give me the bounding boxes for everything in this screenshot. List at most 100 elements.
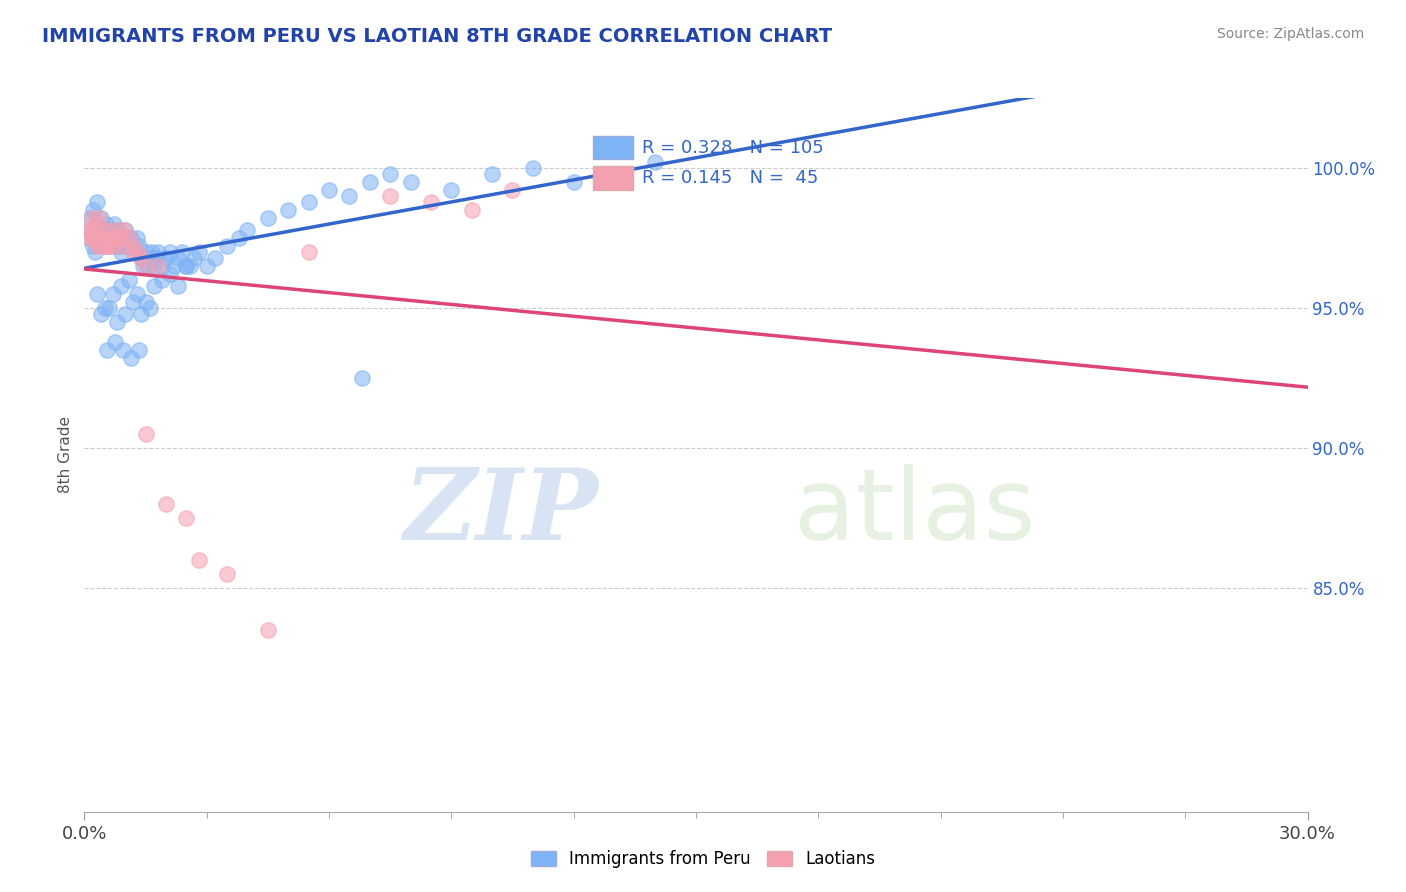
Point (86, 194, 108, 209)
Point (141, 245, 163, 260)
Point (380, 167, 402, 181)
Point (82, 231, 104, 245)
Point (174, 511, 197, 525)
Point (79, 211, 101, 226)
Point (110, 245, 132, 260)
Point (80, 222, 103, 236)
Point (84, 217, 107, 231)
Point (118, 239, 141, 253)
Point (110, 278, 132, 293)
Point (298, 245, 321, 260)
Point (110, 231, 132, 245)
Point (174, 259, 197, 273)
Point (167, 278, 190, 293)
Point (155, 497, 177, 511)
Point (90, 307, 112, 321)
Point (118, 273, 141, 287)
Point (101, 231, 124, 245)
Point (90, 222, 112, 236)
Point (77, 231, 100, 245)
Point (120, 351, 142, 366)
Point (136, 259, 159, 273)
Point (127, 231, 149, 245)
Point (122, 295, 145, 310)
Point (135, 295, 157, 310)
Point (80, 211, 103, 226)
Point (522, 161, 544, 175)
Point (228, 231, 250, 245)
Point (155, 251, 177, 265)
Point (644, 155, 666, 169)
Point (236, 222, 259, 236)
Point (90, 211, 112, 226)
Text: R = 0.328   N = 105: R = 0.328 N = 105 (643, 139, 824, 157)
Point (138, 251, 160, 265)
Point (108, 239, 131, 253)
Point (380, 189, 402, 203)
Point (562, 175, 585, 189)
Point (187, 245, 209, 260)
Point (118, 231, 141, 245)
Point (91, 231, 114, 245)
Point (82, 239, 104, 253)
Point (108, 222, 131, 236)
Point (257, 211, 280, 226)
Point (87, 211, 110, 226)
Point (112, 343, 135, 357)
Point (135, 426, 157, 441)
Point (111, 231, 134, 245)
Point (124, 245, 146, 260)
Point (146, 259, 169, 273)
Text: R = 0.145   N =  45: R = 0.145 N = 45 (643, 169, 818, 186)
Point (159, 268, 181, 282)
Point (204, 251, 226, 265)
Point (501, 184, 523, 198)
Point (172, 245, 194, 260)
Point (131, 251, 153, 265)
Point (277, 202, 299, 217)
Point (93, 239, 115, 253)
Point (131, 307, 153, 321)
Point (105, 239, 128, 253)
Point (195, 259, 218, 273)
Point (120, 231, 142, 245)
Point (82, 202, 104, 217)
Point (167, 251, 190, 265)
Point (93, 222, 115, 236)
Point (101, 222, 124, 236)
Y-axis label: 8th Grade: 8th Grade (58, 417, 73, 493)
Point (138, 301, 160, 315)
FancyBboxPatch shape (593, 136, 633, 160)
Point (114, 222, 136, 236)
Point (96, 231, 118, 245)
Point (142, 259, 165, 273)
Legend: Immigrants from Peru, Laotians: Immigrants from Peru, Laotians (524, 844, 882, 875)
Point (114, 222, 136, 236)
Point (86, 239, 108, 253)
Point (94, 217, 117, 231)
Point (104, 334, 127, 349)
Point (359, 175, 381, 189)
Point (142, 278, 165, 293)
Point (318, 184, 340, 198)
Point (105, 231, 128, 245)
Point (135, 259, 157, 273)
Point (107, 231, 129, 245)
Point (115, 231, 138, 245)
Point (135, 245, 157, 260)
Point (79, 222, 101, 236)
Point (103, 217, 125, 231)
Point (110, 231, 132, 245)
Point (145, 251, 167, 265)
Point (93, 301, 115, 315)
Point (399, 175, 422, 189)
Point (122, 239, 145, 253)
Point (163, 259, 186, 273)
Point (101, 287, 124, 301)
Point (131, 251, 153, 265)
Text: Source: ZipAtlas.com: Source: ZipAtlas.com (1216, 27, 1364, 41)
Point (257, 623, 280, 637)
Point (127, 287, 149, 301)
Point (97, 239, 120, 253)
Point (97, 301, 120, 315)
